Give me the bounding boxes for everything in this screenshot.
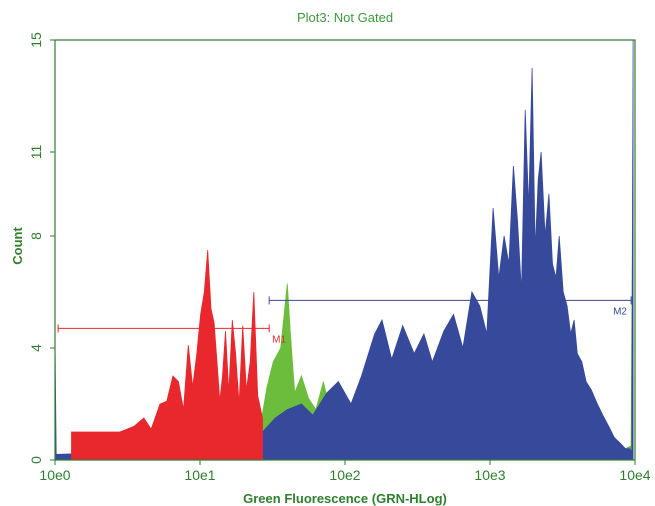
marker-label-m1: M1 [272,334,286,345]
series-layer [54,39,634,461]
y-tick-label: 4 [28,344,44,352]
y-tick-label: 0 [28,456,44,464]
x-tick-label: 10e4 [619,467,650,483]
series-area-2 [54,39,634,461]
x-tick-label: 10e3 [474,467,505,483]
marker-label-m2: M2 [613,306,627,317]
y-tick-label: 11 [28,145,44,160]
series-area-0 [71,249,263,461]
y-axis-label: Count [10,227,25,265]
x-tick-label: 10e1 [184,467,215,483]
marker-layer: M1 M2 [57,296,632,345]
chart-title: Plot3: Not Gated [297,10,393,25]
x-axis-label: Green Fluorescence (GRN-HLog) [243,491,447,506]
y-tick-label: 15 [28,32,44,48]
tick-layer: 10e0 10e1 10e2 10e3 10e4 0 4 8 11 15 [28,32,651,483]
y-tick-label: 8 [28,232,44,240]
x-tick-label: 10e0 [39,467,70,483]
x-tick-label: 10e2 [329,467,360,483]
